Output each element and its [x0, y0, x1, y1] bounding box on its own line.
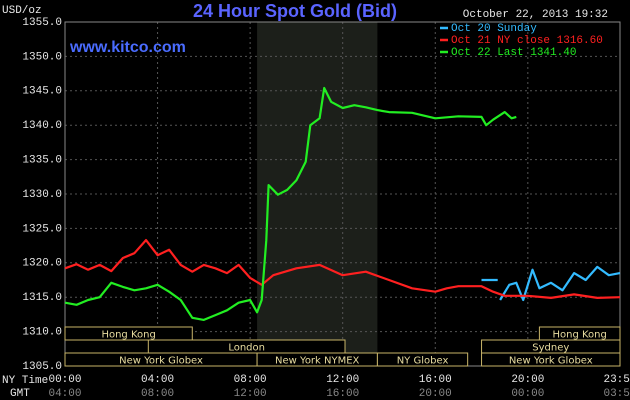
session-box	[64, 326, 193, 341]
session-label: NY Globex	[397, 356, 449, 367]
y-tick-label: 1310.0	[22, 327, 62, 339]
session-label: London	[228, 343, 265, 354]
gmt-tick-label: 03:59	[603, 388, 630, 400]
gmt-tick-label: 00:00	[511, 388, 544, 400]
gmt-tick-label: 04:00	[48, 388, 81, 400]
gmt-tick-label: 08:00	[141, 388, 174, 400]
session-label: Sydney	[532, 343, 569, 354]
series-line	[64, 86, 517, 321]
session-label: New York NYMEX	[275, 356, 360, 367]
legend-entry: Oct 20 Sunday	[451, 23, 537, 35]
session-box	[376, 352, 469, 367]
y-tick-label: 1350.0	[22, 51, 62, 63]
x-row-label: GMT	[10, 388, 30, 400]
x-tick-label: 20:00	[511, 374, 544, 386]
x-tick-label: 04:00	[141, 374, 174, 386]
session-label: New York Globex	[509, 356, 593, 367]
gmt-tick-label: 12:00	[234, 388, 267, 400]
x-row-label: NY Time	[2, 375, 48, 387]
legend-entry: Oct 21 NY close 1316.60	[451, 35, 603, 47]
y-tick-label: 1355.0	[22, 17, 62, 29]
x-tick-label: 00:00	[48, 374, 81, 386]
y-tick-label: 1305.0	[22, 361, 62, 373]
y-tick-label: 1330.0	[22, 189, 62, 201]
session-label: Hong Kong	[553, 330, 607, 341]
site-text: www.kitco.com	[69, 39, 186, 56]
y-tick-label: 1340.0	[22, 120, 62, 132]
gmt-tick-label: 20:00	[419, 388, 452, 400]
y-tick-label: 1325.0	[22, 223, 62, 235]
session-label: New York Globex	[119, 356, 203, 367]
legend-entry: Oct 22 Last 1341.40	[451, 47, 576, 59]
y-axis-label: USD/oz	[2, 5, 42, 17]
session-box	[481, 352, 621, 367]
y-tick-label: 1320.0	[22, 258, 62, 270]
gmt-tick-label: 16:00	[326, 388, 359, 400]
y-tick-label: 1315.0	[22, 292, 62, 304]
x-tick-label: 08:00	[234, 374, 267, 386]
chart-title: 24 Hour Spot Gold (Bid)	[193, 1, 397, 21]
series-line	[481, 265, 621, 302]
y-tick-label: 1335.0	[22, 155, 62, 167]
y-tick-label: 1345.0	[22, 86, 62, 98]
x-tick-label: 12:00	[326, 374, 359, 386]
series-line	[64, 239, 621, 299]
session-label: Hong Kong	[101, 330, 155, 341]
x-tick-label: 23:59	[603, 374, 630, 386]
session-box	[538, 326, 621, 341]
x-tick-label: 16:00	[419, 374, 452, 386]
date-text: October 22, 2013 19:32	[463, 9, 608, 21]
